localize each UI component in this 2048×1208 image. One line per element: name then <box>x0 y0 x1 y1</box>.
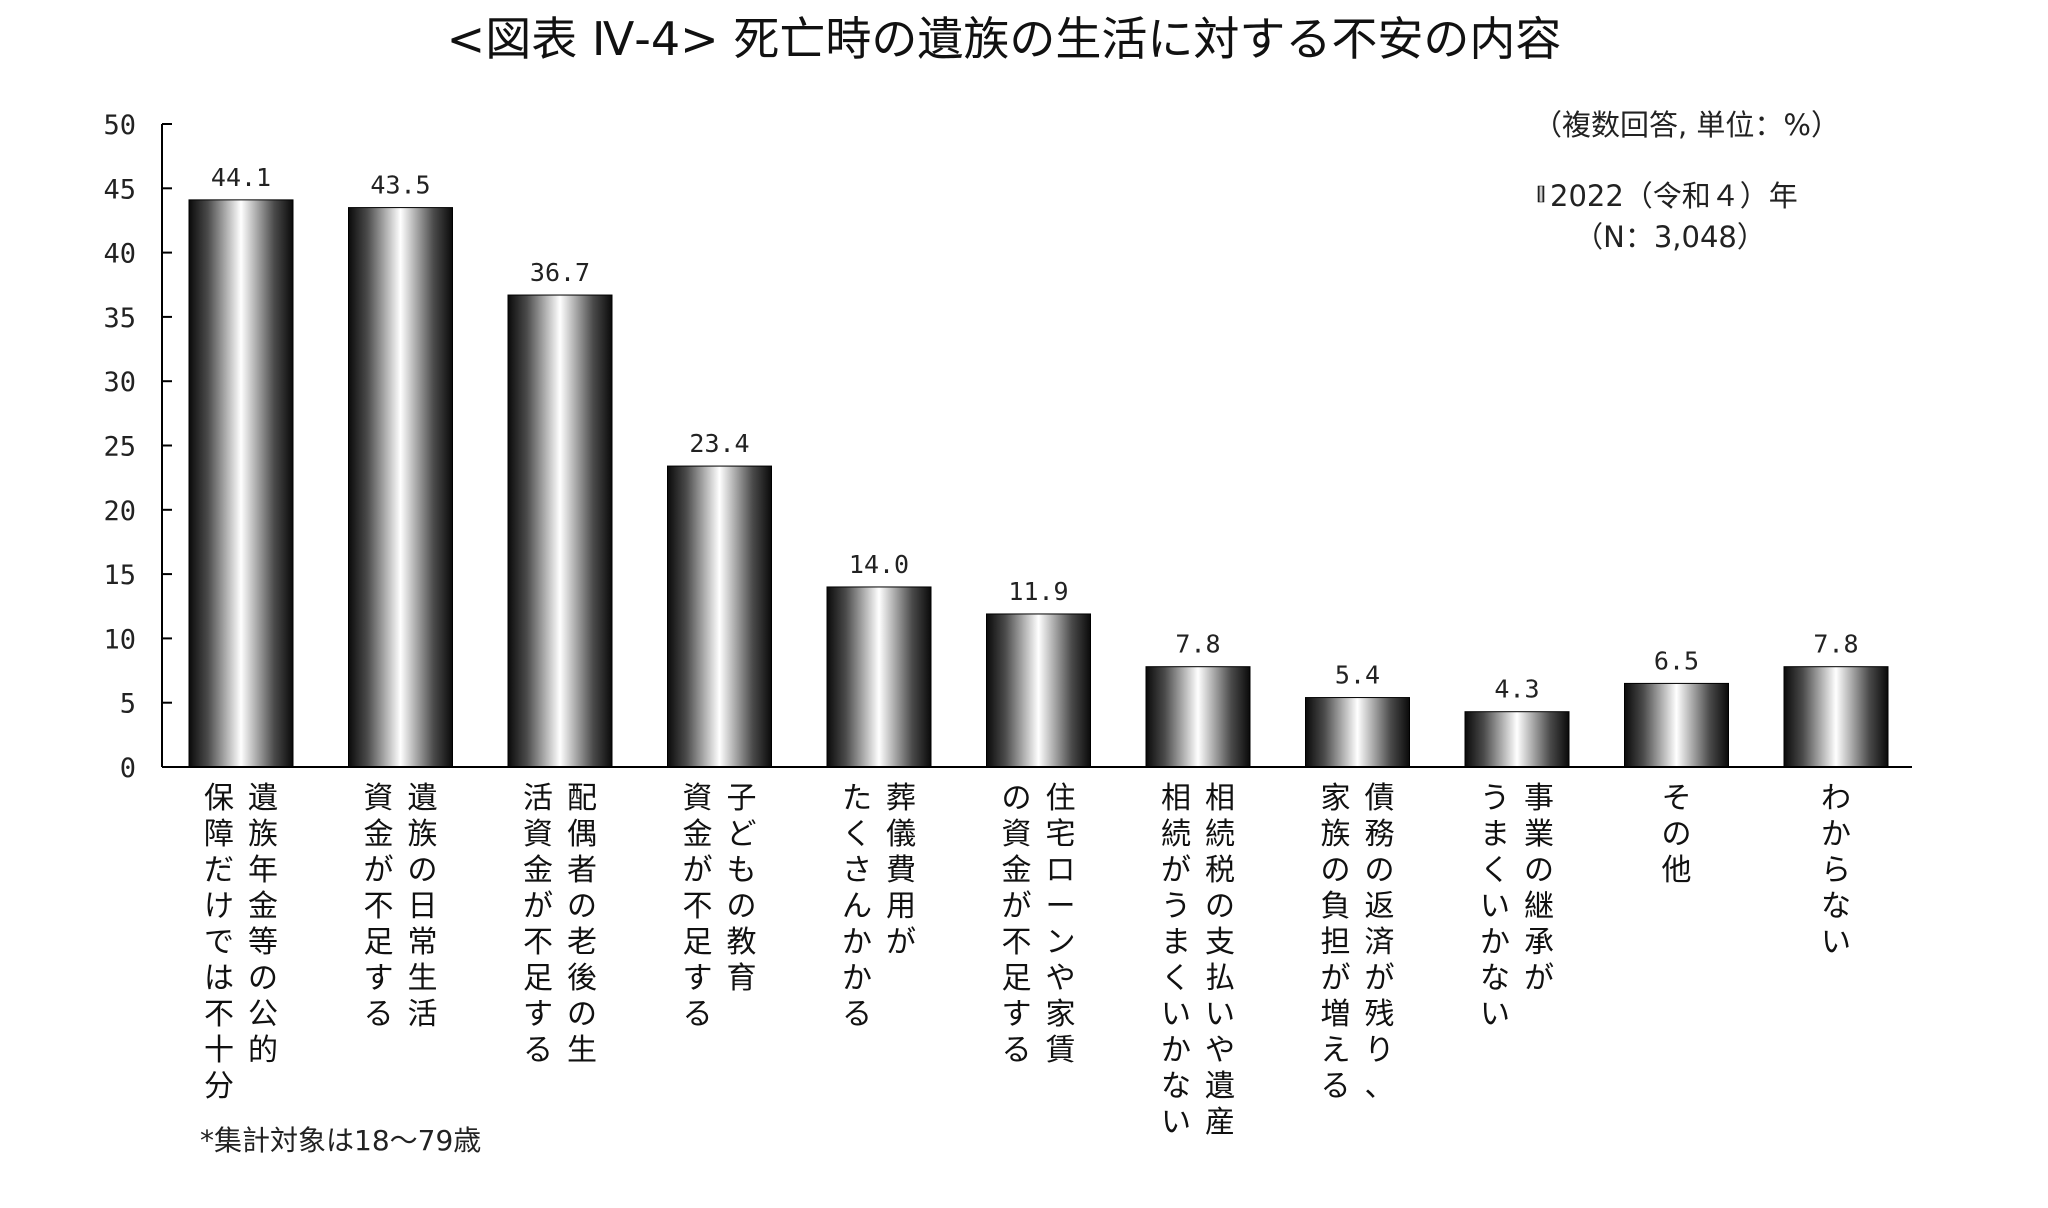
category-label: 債務の返済が残り、家族の負担が増える <box>1321 781 1395 1104</box>
y-tick-label: 20 <box>103 496 136 527</box>
value-label: 6.5 <box>1654 646 1699 675</box>
value-label: 4.3 <box>1494 675 1539 704</box>
y-tick-label: 45 <box>103 174 136 205</box>
category-label-line: 相続税の支払いや遺産 <box>1205 781 1235 1140</box>
legend-swatch <box>1537 185 1545 203</box>
y-tick-label: 15 <box>103 560 136 591</box>
category-label-line: 保障だけでは不十分 <box>204 781 234 1104</box>
category-label-line: 遺族年金等の公的 <box>248 781 278 1068</box>
bar <box>188 199 294 768</box>
value-label: 7.8 <box>1175 630 1220 659</box>
unit-note: （複数回答, 単位：%） <box>1533 108 1840 142</box>
legend: 2022（令和４）年 （N：3,048） <box>1537 179 1798 254</box>
category-label-line: の資金が不足する <box>1002 781 1032 1068</box>
y-tick-label: 50 <box>103 110 136 141</box>
value-label: 5.4 <box>1335 661 1380 690</box>
category-labels: 遺族年金等の公的保障だけでは不十分遺族の日常生活資金が不足する配偶者の老後の生活… <box>204 781 1851 1140</box>
bar <box>1783 666 1889 768</box>
category-label-line: 住宅ローンや家賃 <box>1046 781 1076 1068</box>
y-tick-label: 40 <box>103 239 136 270</box>
value-label: 11.9 <box>1008 577 1068 606</box>
value-label: 44.1 <box>211 163 271 192</box>
category-label-line: 債務の返済が残り、 <box>1365 781 1395 1104</box>
y-tick-label: 25 <box>103 432 136 463</box>
bar <box>1305 697 1410 768</box>
value-label: 36.7 <box>530 258 590 287</box>
y-axis: 0 5 10 15 20 25 30 35 40 45 50 <box>103 110 172 784</box>
category-label-line: その他 <box>1662 781 1692 888</box>
value-label: 23.4 <box>689 429 749 458</box>
category-label-line: たくさんかかる <box>842 781 872 1032</box>
chart-title: <図表 Ⅳ-4> 死亡時の遺族の生活に対する不安の内容 <box>447 12 1562 66</box>
value-label: 14.0 <box>849 550 909 579</box>
y-tick-label: 35 <box>103 303 136 334</box>
bar <box>1624 682 1729 768</box>
category-label-line: 活資金が不足する <box>523 781 553 1068</box>
category-label: わからない <box>1821 781 1851 960</box>
category-label-line: 葬儀費用が <box>886 781 916 960</box>
category-label-line: 子どもの教育 <box>727 781 757 996</box>
bars <box>188 199 1889 768</box>
category-label: その他 <box>1662 781 1692 888</box>
bar <box>1464 711 1570 768</box>
category-label-line: 資金が不足する <box>364 781 394 1032</box>
y-tick-label: 5 <box>120 689 136 720</box>
footnote: *集計対象は18～79歳 <box>200 1124 481 1157</box>
value-labels: 44.1 43.5 36.7 23.4 14.0 11.9 7.8 5.4 4.3 6.5 7.8 <box>211 163 1859 704</box>
value-label: 43.5 <box>370 171 430 200</box>
y-tick-label: 0 <box>120 753 136 784</box>
category-label-line: わからない <box>1821 781 1851 960</box>
value-label: 7.8 <box>1813 630 1858 659</box>
category-label-line: 資金が不足する <box>683 781 713 1032</box>
category-label-line: 相続がうまくいかない <box>1161 781 1191 1140</box>
bar <box>667 465 772 768</box>
bar <box>1145 666 1251 768</box>
y-tick-label: 10 <box>103 624 136 655</box>
legend-sample-size: （N：3,048） <box>1574 220 1766 254</box>
y-tick-label: 30 <box>103 367 136 398</box>
bar <box>986 613 1091 768</box>
bar <box>507 294 613 768</box>
category-label-line: 配偶者の老後の生 <box>567 781 597 1068</box>
legend-series-label: 2022（令和４）年 <box>1550 179 1798 213</box>
category-label-line: 事業の継承が <box>1524 781 1554 996</box>
bar <box>348 207 453 768</box>
category-label-line: 家族の負担が増える <box>1321 781 1351 1104</box>
category-label-line: うまくいかない <box>1480 781 1510 1032</box>
category-label-line: 遺族の日常生活 <box>408 781 438 1032</box>
bar <box>826 586 932 768</box>
